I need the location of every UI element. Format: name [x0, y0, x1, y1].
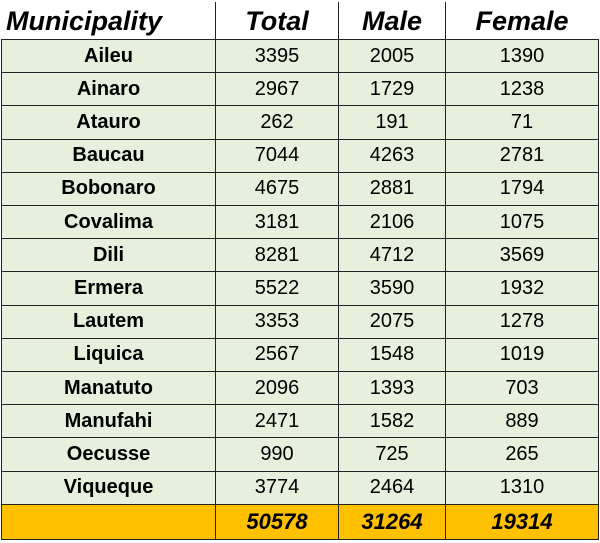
total-cell: 2096: [215, 371, 339, 406]
male-cell: 1582: [338, 404, 446, 439]
table-body: Aileu 3395 2005 1390 Ainaro 2967 1729 1238 Ata…: [1, 38, 599, 506]
municipality-cell: Viqueque: [1, 470, 216, 506]
total-cell: 262: [215, 105, 339, 140]
table-row: Liquica 2567 1548 1019: [1, 337, 599, 373]
table-row: Dili 8281 4712 3569: [1, 238, 599, 273]
table-row: Baucau 7044 4263 2781: [1, 138, 599, 173]
male-cell: 4712: [338, 238, 446, 273]
header-male: Male: [338, 2, 446, 40]
table-row: Lautem 3353 2075 1278: [1, 304, 599, 339]
total-cell: 3774: [215, 470, 339, 506]
male-cell: 2106: [338, 205, 446, 240]
male-cell: 2881: [338, 171, 446, 207]
female-cell: 1794: [445, 171, 599, 207]
table-row: Oecusse 990 725 265: [1, 437, 599, 472]
male-cell: 191: [338, 105, 446, 140]
table-row: Bobonaro 4675 2881 1794: [1, 171, 599, 207]
total-cell: 2967: [215, 72, 339, 107]
male-cell: 4263: [338, 138, 446, 173]
female-cell: 1310: [445, 470, 599, 506]
header-female: Female: [445, 2, 599, 40]
total-cell: 3181: [215, 205, 339, 240]
male-total-cell: 31264: [338, 504, 446, 540]
male-cell: 1548: [338, 337, 446, 373]
total-cell: 2471: [215, 404, 339, 439]
female-total-cell: 19314: [445, 504, 599, 540]
total-cell: 5522: [215, 271, 339, 306]
total-cell: 4675: [215, 171, 339, 207]
header-total: Total: [215, 2, 339, 40]
female-cell: 1278: [445, 304, 599, 339]
grand-total-cell: 50578: [215, 504, 339, 540]
table-row: Ainaro 2967 1729 1238: [1, 72, 599, 107]
total-cell: 990: [215, 437, 339, 472]
table-row: Manatuto 2096 1393 703: [1, 371, 599, 406]
female-cell: 889: [445, 404, 599, 439]
female-cell: 1019: [445, 337, 599, 373]
total-cell: 2567: [215, 337, 339, 373]
male-cell: 2005: [338, 38, 446, 74]
female-cell: 1238: [445, 72, 599, 107]
total-cell: 8281: [215, 238, 339, 273]
municipality-cell: Covalima: [1, 205, 216, 240]
female-cell: 1390: [445, 38, 599, 74]
female-cell: 1075: [445, 205, 599, 240]
municipality-cell: Oecusse: [1, 437, 216, 472]
municipality-cell: Atauro: [1, 105, 216, 140]
municipality-cell: Manatuto: [1, 371, 216, 406]
table-header: Municipality Total Male Female: [1, 2, 599, 40]
female-cell: 3569: [445, 238, 599, 273]
male-cell: 3590: [338, 271, 446, 306]
female-cell: 71: [445, 105, 599, 140]
municipality-cell: Dili: [1, 238, 216, 273]
female-cell: 2781: [445, 138, 599, 173]
totals-label-cell: [1, 504, 216, 540]
table-row: Covalima 3181 2106 1075: [1, 205, 599, 240]
table-row: Atauro 262 191 71: [1, 105, 599, 140]
total-cell: 7044: [215, 138, 339, 173]
female-cell: 703: [445, 371, 599, 406]
male-cell: 2075: [338, 304, 446, 339]
total-cell: 3353: [215, 304, 339, 339]
female-cell: 265: [445, 437, 599, 472]
header-row: Municipality Total Male Female: [1, 2, 599, 40]
municipality-cell: Ermera: [1, 271, 216, 306]
male-cell: 2464: [338, 470, 446, 506]
municipality-cell: Liquica: [1, 337, 216, 373]
table-row: Aileu 3395 2005 1390: [1, 38, 599, 74]
table-row: Manufahi 2471 1582 889: [1, 404, 599, 439]
table-row: Ermera 5522 3590 1932: [1, 271, 599, 306]
male-cell: 1393: [338, 371, 446, 406]
municipality-cell: Ainaro: [1, 72, 216, 107]
municipality-cell: Baucau: [1, 138, 216, 173]
municipality-cell: Bobonaro: [1, 171, 216, 207]
totals-row: 50578 31264 19314: [1, 504, 599, 540]
total-cell: 3395: [215, 38, 339, 74]
municipality-cell: Aileu: [1, 38, 216, 74]
municipality-cell: Manufahi: [1, 404, 216, 439]
female-cell: 1932: [445, 271, 599, 306]
male-cell: 725: [338, 437, 446, 472]
municipality-cell: Lautem: [1, 304, 216, 339]
male-cell: 1729: [338, 72, 446, 107]
header-municipality: Municipality: [1, 2, 216, 40]
totals-footer: 50578 31264 19314: [1, 504, 599, 540]
table-row: Viqueque 3774 2464 1310: [1, 470, 599, 506]
